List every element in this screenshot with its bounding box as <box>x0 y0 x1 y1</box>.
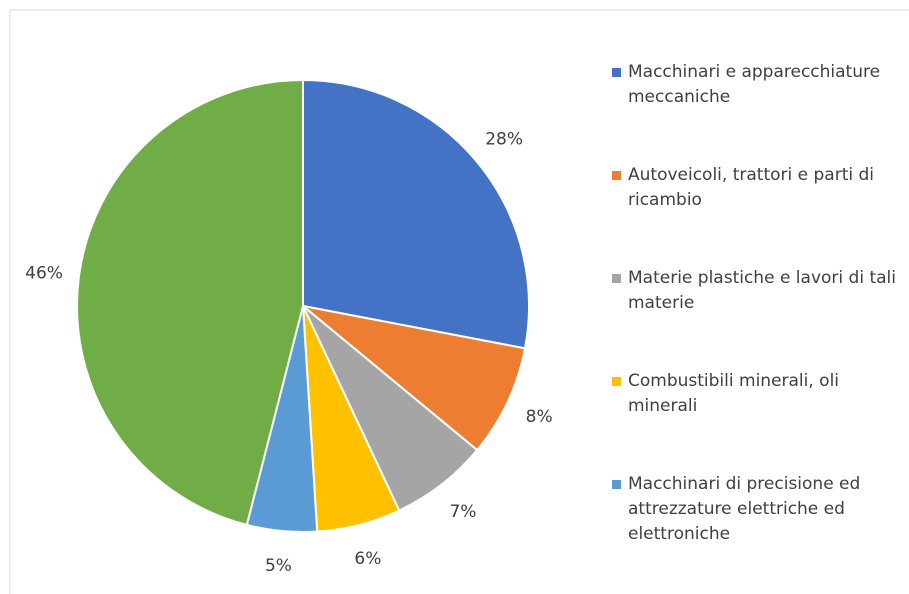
data-label: 6% <box>354 549 381 569</box>
legend-swatch <box>612 480 621 489</box>
legend-label: Autoveicoli, trattori e parti di ricambi… <box>628 165 875 210</box>
data-label: 28% <box>485 130 523 150</box>
legend-entry: Autoveicoli, trattori e parti di ricambi… <box>612 163 897 266</box>
legend-swatch <box>612 68 621 77</box>
legend-label: Macchinari e apparecchiature meccaniche <box>628 62 881 107</box>
pie-slice <box>76 78 304 527</box>
legend-entry: Macchinari e apparecchiature meccaniche <box>612 60 897 163</box>
legend-entry: Macchinari di precisione ed attrezzature… <box>612 472 897 575</box>
data-label: 8% <box>526 407 553 427</box>
legend-label: Materie plastiche e lavori di tali mater… <box>628 268 896 313</box>
data-label: 5% <box>265 556 292 576</box>
data-label: 7% <box>449 502 476 522</box>
legend-label: Combustibili minerali, oli minerali <box>628 371 840 416</box>
legend: Macchinari e apparecchiature meccaniche A… <box>612 60 897 575</box>
legend-swatch <box>612 274 621 283</box>
legend-entry: Materie plastiche e lavori di tali mater… <box>612 266 897 369</box>
legend-swatch <box>612 377 621 386</box>
data-label: 46% <box>25 263 63 283</box>
legend-entry: Combustibili minerali, oli minerali <box>612 369 897 472</box>
legend-label: Macchinari di precisione ed attrezzature… <box>628 474 861 544</box>
legend-swatch <box>612 171 621 180</box>
pie-slice <box>302 78 530 350</box>
pie-slice <box>302 305 527 452</box>
